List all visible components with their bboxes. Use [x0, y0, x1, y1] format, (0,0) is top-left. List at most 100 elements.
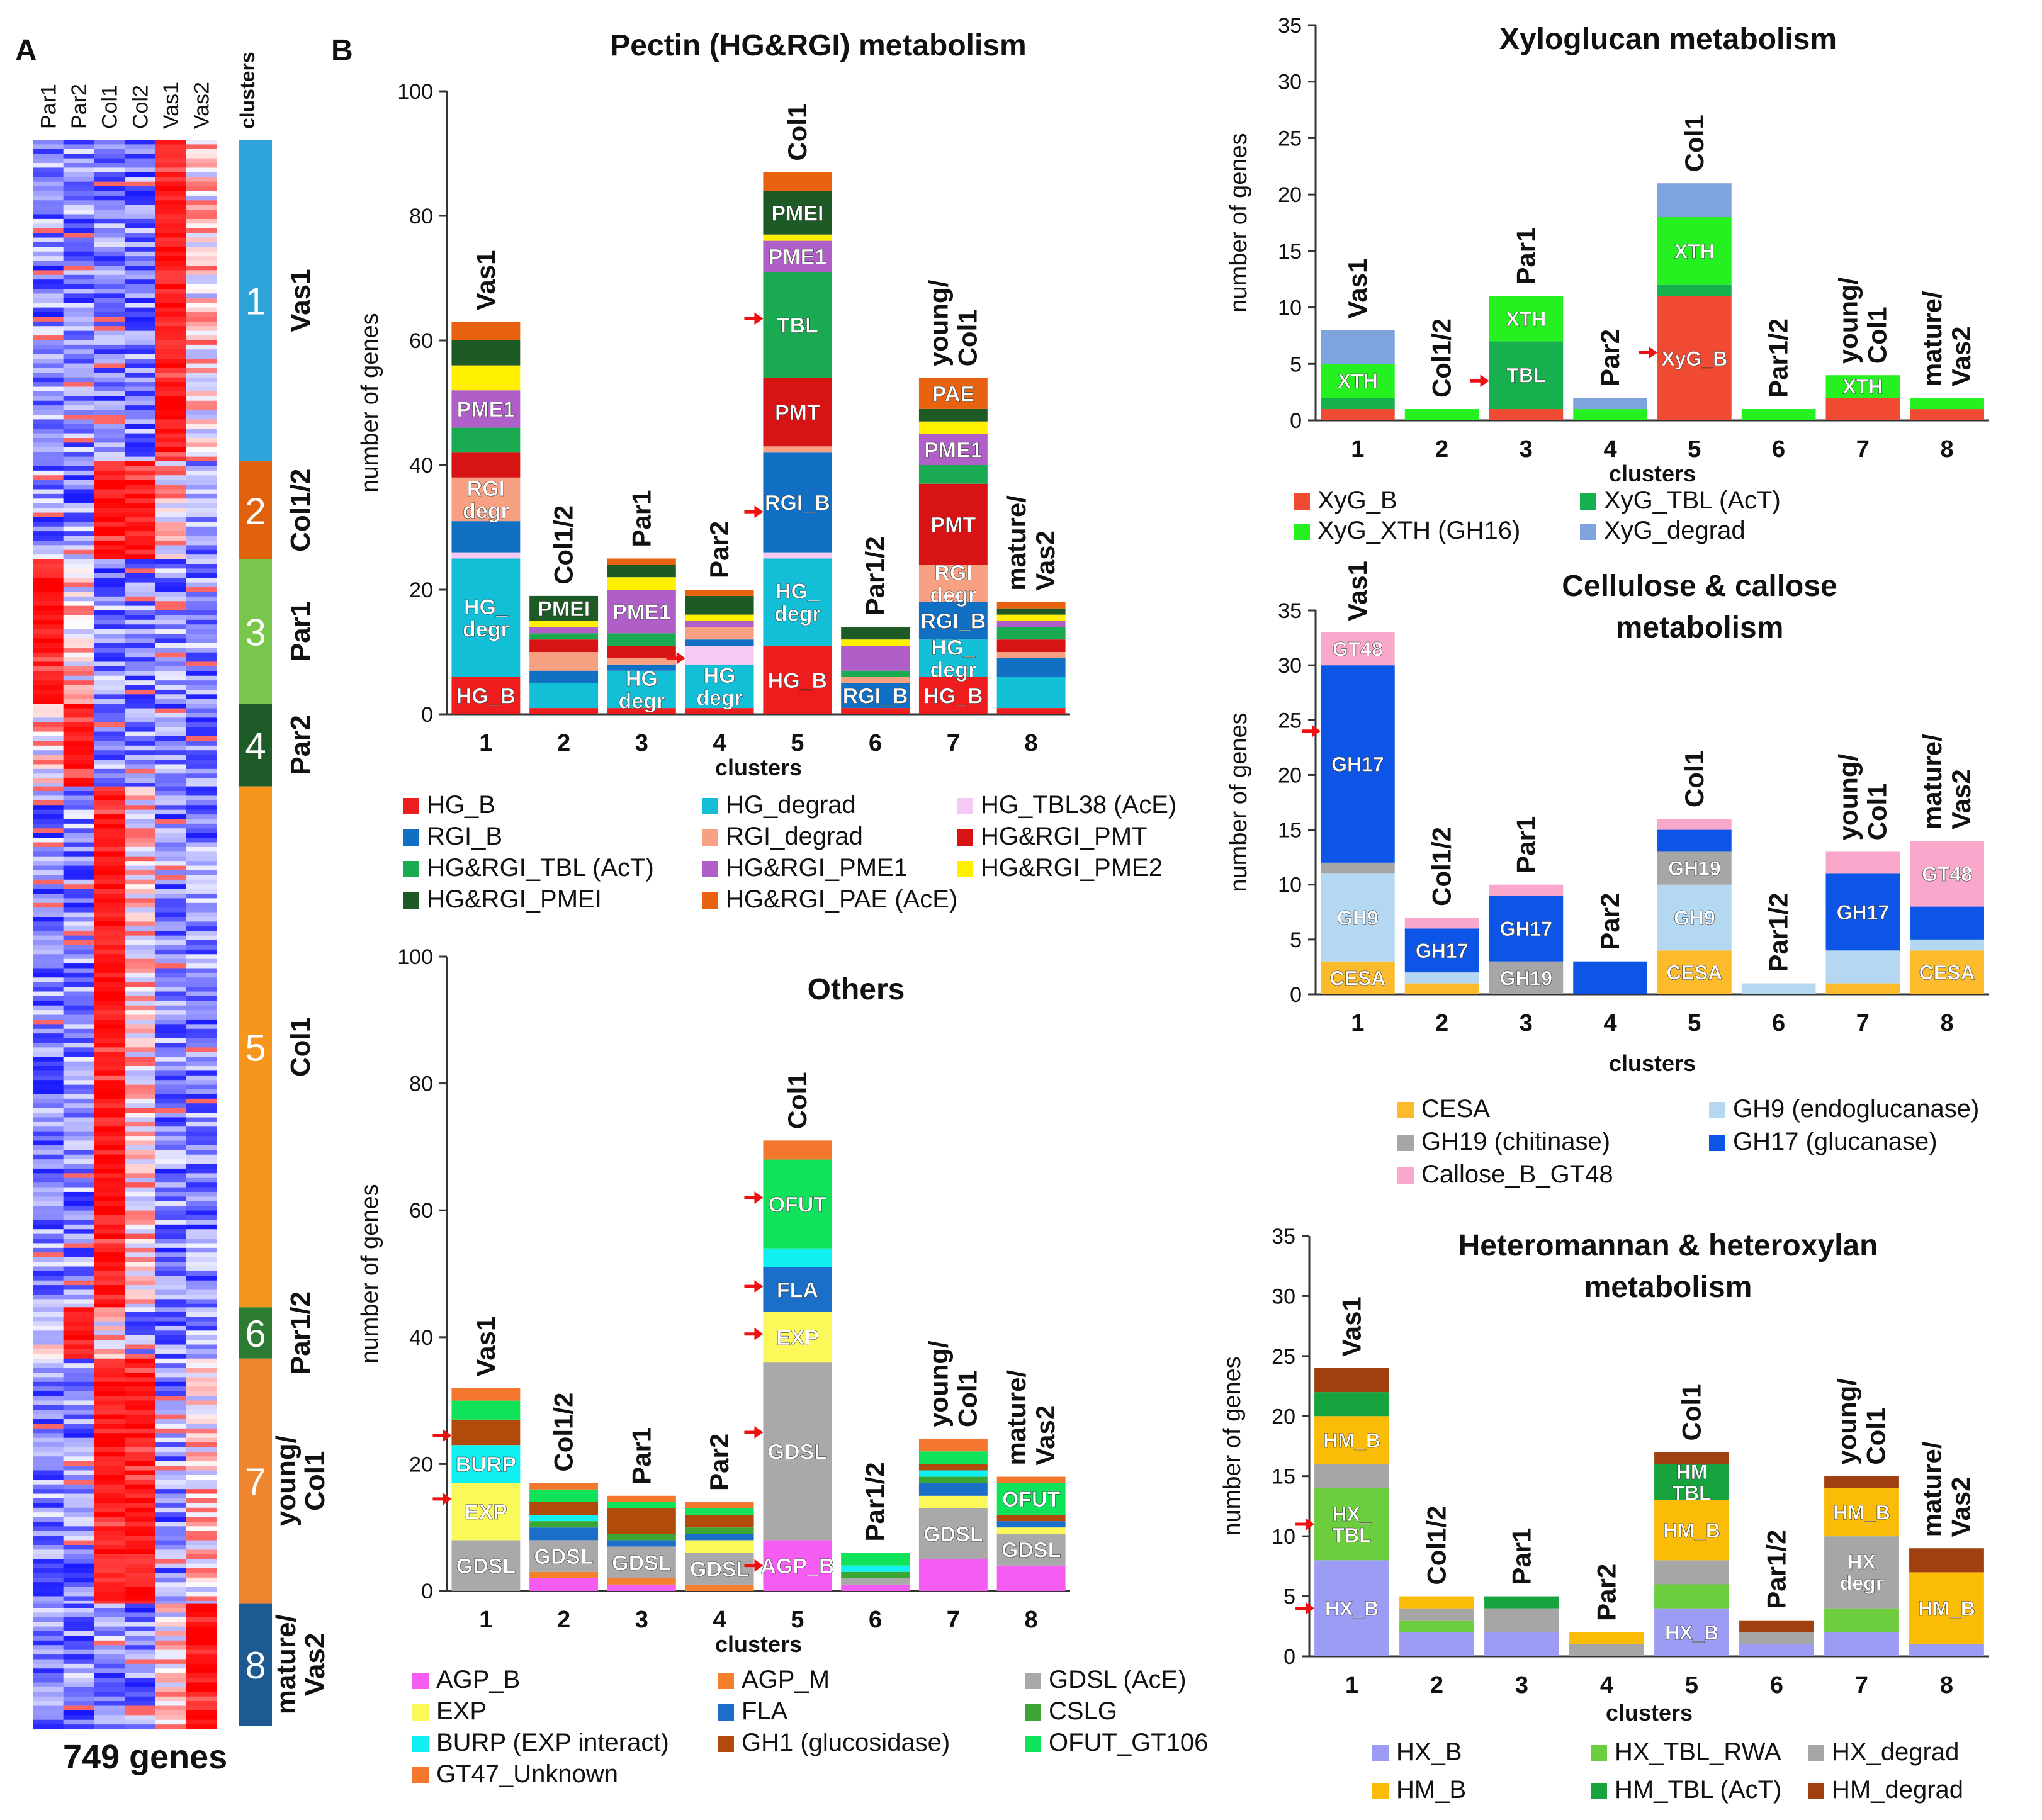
heatmap-cell [94, 1512, 125, 1518]
heatmap-cell [186, 1108, 217, 1113]
heatmap-cell [155, 200, 186, 206]
heatmap-cell [63, 846, 94, 852]
heatmap-cell [186, 391, 217, 396]
legend-label: GH17 (glucanase) [1733, 1128, 1938, 1155]
heatmap-cell [125, 233, 156, 239]
heatmap-cell [125, 624, 156, 630]
bar-segment [841, 1578, 910, 1585]
heatmap-cell [63, 1377, 94, 1383]
heatmap-cell [63, 931, 94, 936]
heatmap-cell [63, 773, 94, 779]
heatmap-cell [186, 265, 217, 271]
heatmap-cell [155, 879, 186, 885]
heatmap-cell [63, 685, 94, 690]
y-tick-label: 25 [1278, 709, 1302, 733]
heatmap-cell [186, 1103, 217, 1109]
heatmap-cell [186, 1005, 217, 1011]
heatmap-cell [94, 741, 125, 746]
heatmap-cell [186, 1377, 217, 1383]
heatmap-cell [94, 438, 125, 443]
heatmap-cell [125, 652, 156, 658]
heatmap-cell [186, 386, 217, 392]
heatmap-cell [186, 750, 217, 756]
legend-item: BURP (EXP interact) [412, 1729, 669, 1756]
heatmap-cell [186, 1451, 217, 1457]
heatmap-cell [125, 870, 156, 875]
heatmap-cell [155, 1196, 186, 1202]
heatmap-cell [155, 1307, 186, 1313]
cluster-label: Vas2 [300, 1633, 330, 1696]
heatmap-cell [94, 917, 125, 922]
heatmap-cell [186, 987, 217, 992]
y-tick-label: 0 [421, 703, 433, 727]
cluster-bar-label: Par2 [1592, 1564, 1622, 1621]
segment-label: GDSL [768, 1440, 827, 1464]
heatmap-cell [63, 1280, 94, 1286]
heatmap-cell [186, 270, 217, 276]
cluster-label: Col1/2 [285, 469, 316, 552]
heatmap-cell [33, 865, 64, 871]
heatmap-cell [125, 675, 156, 681]
x-tick-label: 1 [1351, 436, 1364, 463]
legend-item: AGP_B [412, 1666, 520, 1694]
heatmap-cell [186, 736, 217, 741]
legend-swatch [403, 861, 419, 877]
heatmap-cell [186, 470, 217, 476]
heatmap-cell [63, 731, 94, 737]
heatmap-cell [186, 466, 217, 471]
heatmap-cell [155, 181, 186, 187]
heatmap-cell [186, 940, 217, 945]
heatmap-cell [155, 354, 186, 359]
legend-swatch [1709, 1135, 1725, 1151]
bar-segment [1825, 851, 1900, 874]
bar-segment [763, 240, 832, 272]
heatmap-cell [63, 1038, 94, 1043]
heatmap-cell [63, 1206, 94, 1211]
heatmap-cell [33, 1636, 64, 1641]
heatmap-cell [94, 326, 125, 332]
heatmap-cell [94, 410, 125, 415]
legend-swatch [1580, 524, 1596, 540]
bar-segment [607, 558, 676, 565]
bar-segment [685, 1527, 754, 1534]
heatmap-cell [94, 1140, 125, 1146]
heatmap-cell [125, 805, 156, 811]
bar-segment [1321, 364, 1395, 398]
heatmap-cell [186, 1307, 217, 1313]
heatmap-cell [94, 536, 125, 541]
cluster-bar-label: Vas1 [1343, 561, 1372, 621]
heatmap-cell [186, 1710, 217, 1716]
heatmap-cell [94, 1121, 125, 1127]
legend-label: RGI_B [427, 823, 502, 850]
heatmap-cell [33, 470, 64, 476]
heatmap-cell [63, 1663, 94, 1669]
heatmap-cell [125, 223, 156, 229]
heatmap-cell [33, 842, 64, 848]
segment-label: TBL [777, 313, 818, 337]
segment-label: TBL [1672, 1482, 1711, 1505]
heatmap-cell [94, 773, 125, 779]
bar-segment [996, 1534, 1066, 1566]
x-tick-label: 5 [1688, 1010, 1701, 1036]
heatmap-cell [94, 982, 125, 987]
heatmap-cell [94, 1354, 125, 1359]
segment-label: PMT [775, 401, 820, 425]
heatmap-cell [33, 1145, 64, 1150]
heatmap-cell [33, 1612, 64, 1618]
heatmap-cell [33, 172, 64, 177]
heatmap-cell [94, 1075, 125, 1081]
heatmap-cell [155, 536, 186, 541]
heatmap-cell [33, 1066, 64, 1071]
bar-segment [529, 633, 599, 640]
legend-swatch [702, 861, 718, 877]
bar-segment [1741, 409, 1816, 420]
heatmap-cell [186, 251, 217, 257]
heatmap-cell [33, 680, 64, 686]
heatmap-cell [186, 1437, 217, 1443]
heatmap-cell [125, 940, 156, 945]
bar-segment [1489, 341, 1564, 410]
heatmap-cell [125, 1047, 156, 1053]
heatmap-cell [63, 1117, 94, 1123]
heatmap-cell [94, 1024, 125, 1030]
heatmap-cell [33, 1607, 64, 1613]
